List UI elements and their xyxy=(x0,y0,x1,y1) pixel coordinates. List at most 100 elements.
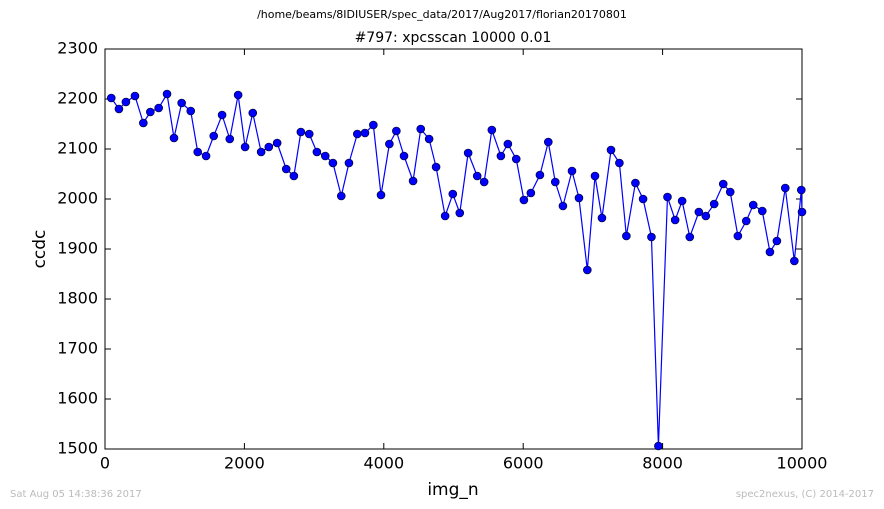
data-point xyxy=(663,192,672,202)
data-point xyxy=(289,171,299,181)
data-point xyxy=(631,178,640,188)
y-tick-label: 2200 xyxy=(57,89,98,108)
data-point xyxy=(741,216,751,226)
data-point xyxy=(701,211,711,221)
data-point xyxy=(146,107,155,117)
data-point xyxy=(790,256,799,266)
chart-title: #797: xpcsscan 10000 0.01 xyxy=(355,30,552,46)
data-point xyxy=(353,129,362,139)
data-point xyxy=(209,131,219,141)
data-point xyxy=(638,194,648,204)
data-point xyxy=(130,91,140,101)
data-point xyxy=(622,231,631,241)
y-tick-label: 1700 xyxy=(57,339,98,358)
data-point xyxy=(455,208,465,218)
data-point xyxy=(431,162,441,172)
data-point xyxy=(248,108,258,118)
data-point xyxy=(647,232,656,242)
data-point xyxy=(328,158,338,168)
data-point xyxy=(408,176,418,186)
data-point xyxy=(416,124,426,134)
data-point xyxy=(336,191,346,201)
x-tick-label: 2000 xyxy=(224,454,265,473)
data-point xyxy=(797,185,806,195)
x-tick-label: 8000 xyxy=(642,454,683,473)
data-point xyxy=(264,142,274,152)
data-line xyxy=(110,92,803,447)
data-point xyxy=(511,154,521,164)
x-tick-label: 0 xyxy=(100,454,110,473)
data-point xyxy=(256,147,266,157)
y-axis-label: ccdc xyxy=(30,230,50,269)
data-point xyxy=(567,166,577,176)
footer-left: Sat Aug 05 14:38:36 2017 xyxy=(10,489,142,500)
x-tick-label: 4000 xyxy=(363,454,404,473)
data-point xyxy=(233,90,243,100)
data-point xyxy=(550,177,560,187)
data-point xyxy=(186,106,196,116)
footer-right: spec2nexus, (C) 2014-2017 xyxy=(736,489,874,500)
y-tick-label: 2300 xyxy=(57,39,98,58)
data-point xyxy=(193,147,203,157)
data-point xyxy=(162,89,172,99)
x-tick-label: 10000 xyxy=(777,454,828,473)
data-point xyxy=(369,120,378,130)
data-point xyxy=(217,110,227,120)
data-point xyxy=(312,147,322,157)
data-point xyxy=(780,183,790,193)
data-point xyxy=(590,171,600,181)
data-point xyxy=(535,170,545,180)
y-tick-label: 1500 xyxy=(57,439,98,458)
data-point xyxy=(654,441,663,451)
data-point xyxy=(748,200,758,210)
data-point xyxy=(694,207,704,217)
data-point xyxy=(139,118,148,128)
data-point xyxy=(526,188,536,198)
data-point xyxy=(114,104,124,114)
data-point xyxy=(240,142,250,152)
data-point xyxy=(615,158,624,168)
data-point xyxy=(725,187,735,197)
y-tick-label: 1900 xyxy=(57,239,98,258)
data-point xyxy=(121,97,131,107)
data-point xyxy=(503,139,513,149)
data-point xyxy=(272,138,282,148)
data-point xyxy=(177,98,186,108)
data-point xyxy=(385,139,394,149)
data-point xyxy=(344,158,354,168)
x-axis-label: img_n xyxy=(427,480,478,500)
data-point xyxy=(320,151,330,161)
data-point xyxy=(558,201,568,211)
data-point xyxy=(797,207,807,217)
data-point xyxy=(376,190,386,200)
data-point xyxy=(440,211,450,221)
data-point xyxy=(360,128,370,138)
data-point xyxy=(472,171,482,181)
data-point xyxy=(606,145,616,155)
y-tick-label: 1800 xyxy=(57,289,98,308)
data-point xyxy=(574,193,584,203)
y-tick-label: 1600 xyxy=(57,389,98,408)
data-point xyxy=(463,148,473,158)
data-point xyxy=(709,199,719,209)
data-point xyxy=(479,177,489,187)
data-point xyxy=(757,206,767,216)
data-point xyxy=(169,133,179,143)
x-tick-label: 6000 xyxy=(503,454,544,473)
data-point xyxy=(685,232,695,242)
data-point xyxy=(487,125,497,135)
data-point xyxy=(424,134,434,144)
data-point xyxy=(583,265,592,275)
data-point xyxy=(772,236,782,246)
plot-frame xyxy=(104,48,803,450)
data-point xyxy=(519,195,529,205)
data-point xyxy=(718,179,728,189)
data-point xyxy=(281,164,291,174)
data-point xyxy=(765,247,775,257)
data-point xyxy=(106,93,116,103)
y-tick-label: 2100 xyxy=(57,139,98,158)
data-point xyxy=(201,151,211,161)
data-point xyxy=(733,231,743,241)
data-point xyxy=(154,103,163,113)
